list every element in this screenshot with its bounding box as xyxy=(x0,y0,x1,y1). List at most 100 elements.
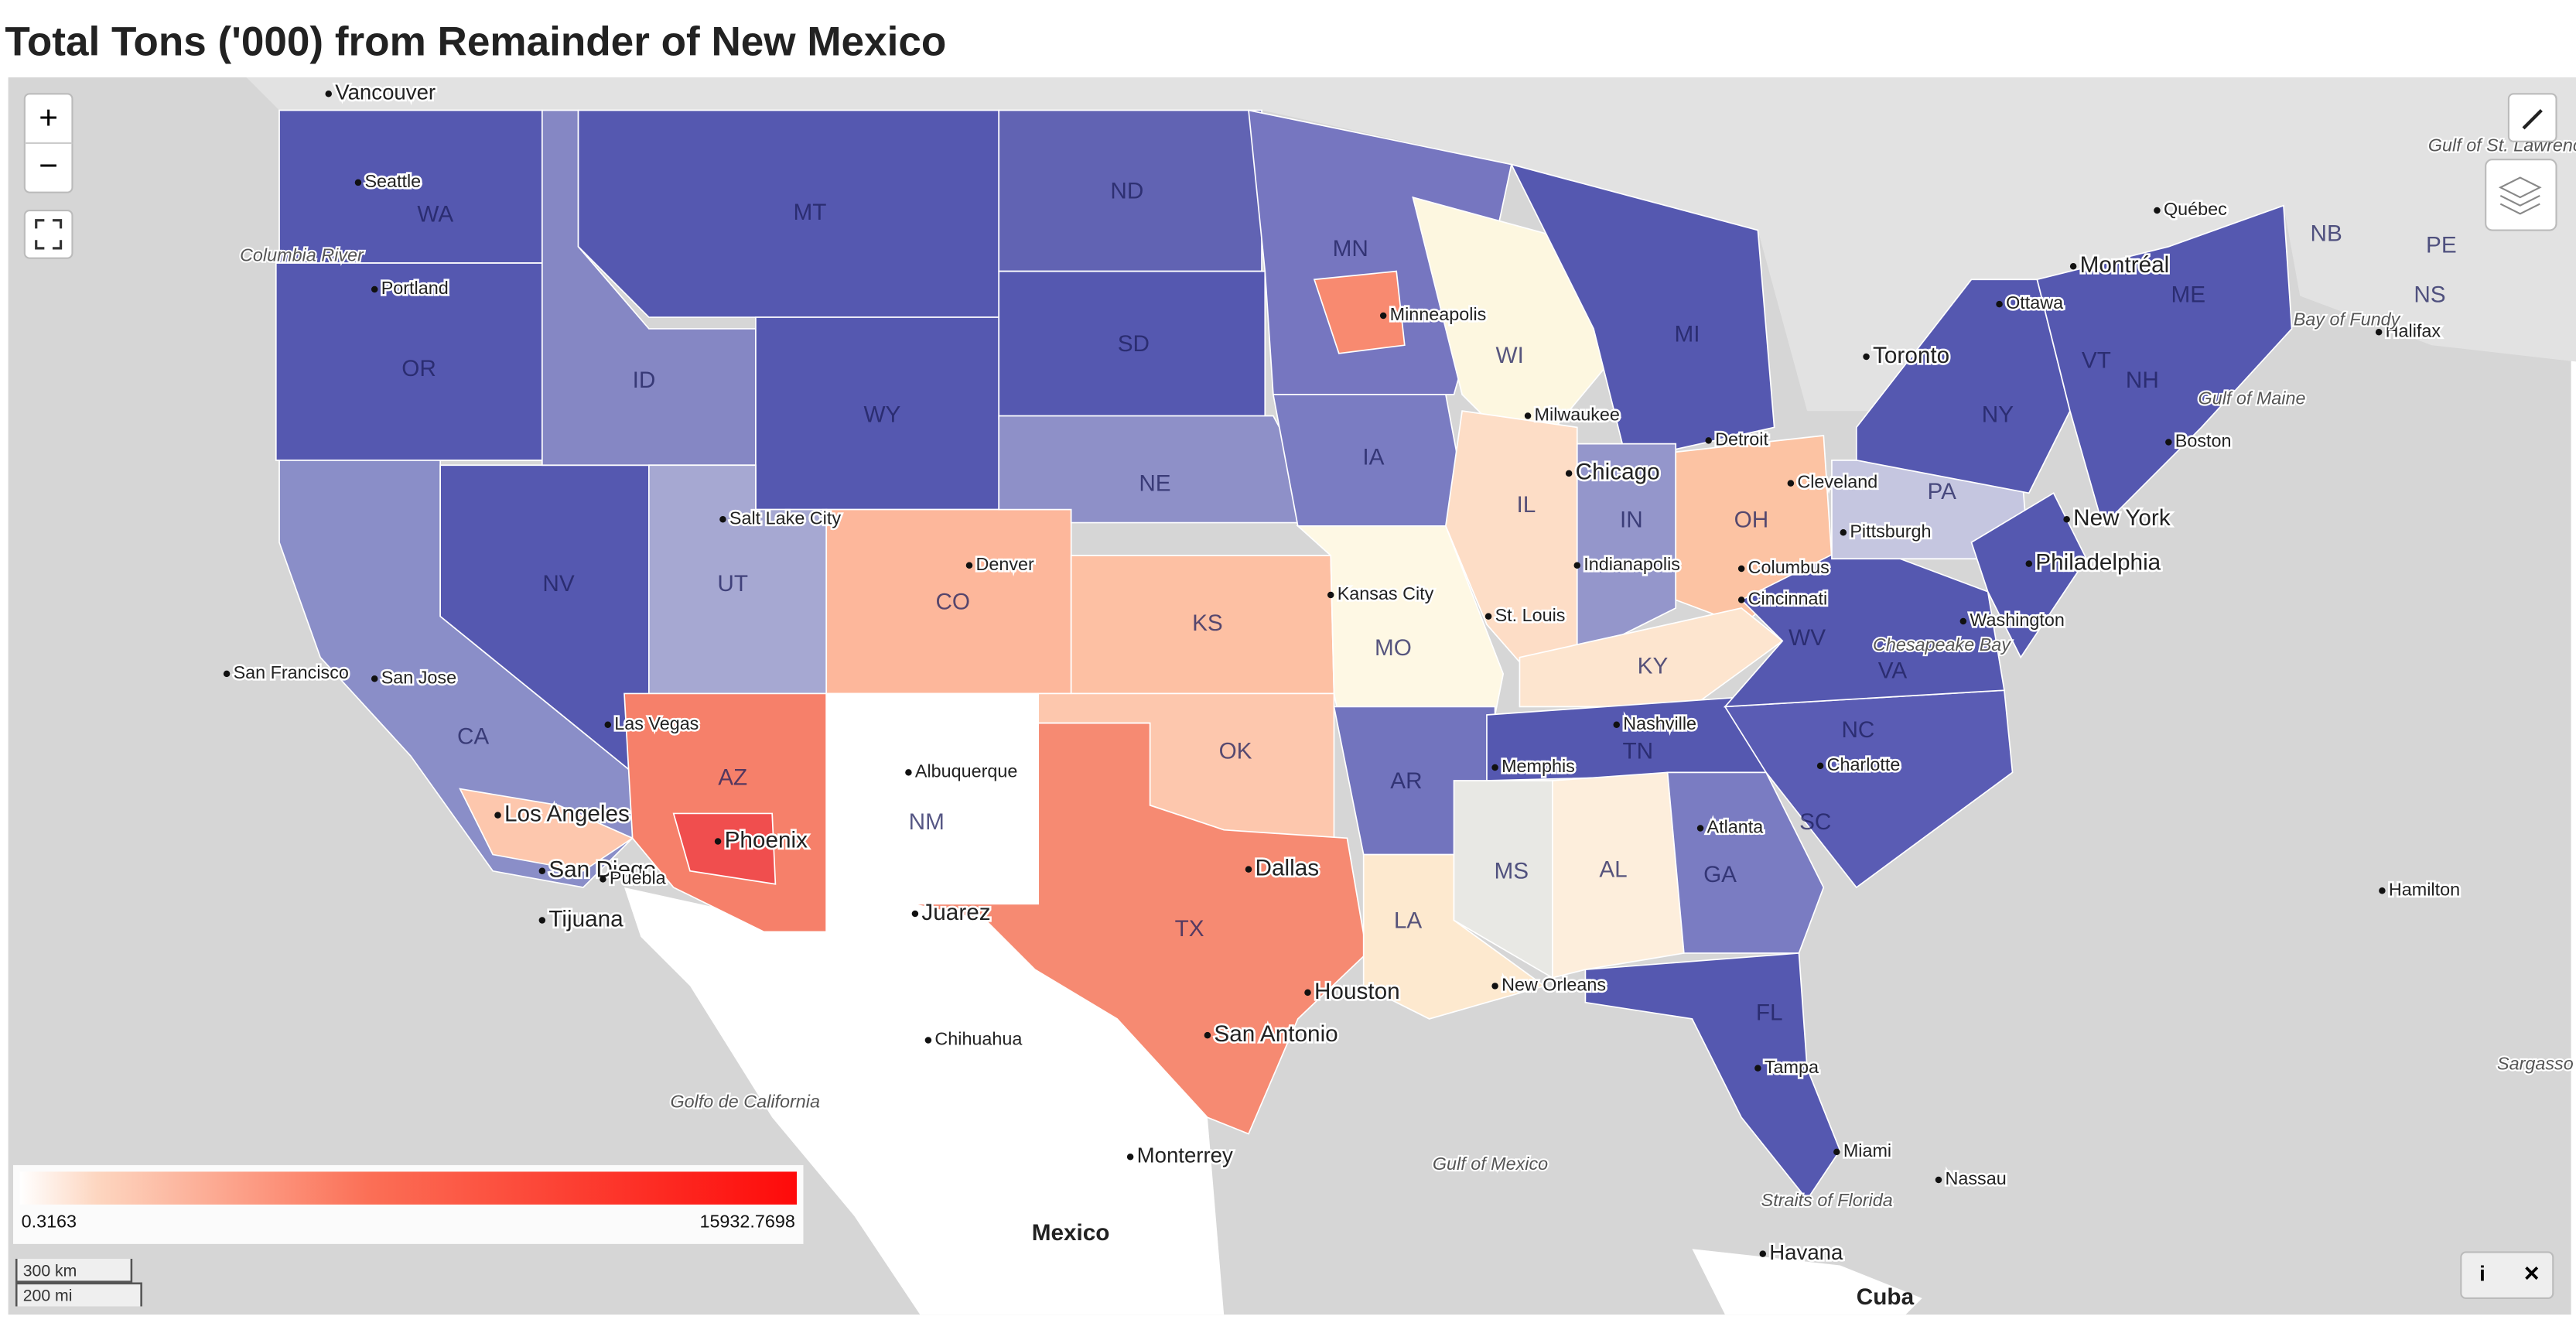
state-label: IA xyxy=(1362,445,1384,470)
state-label: CO xyxy=(935,589,970,614)
city-dot xyxy=(1787,480,1795,487)
city-label: Minneapolis xyxy=(1390,304,1487,324)
state-label: NC xyxy=(1841,717,1874,743)
state-label: IL xyxy=(1517,492,1536,518)
city-label: Cincinnati xyxy=(1748,589,1828,609)
city-label: Hamilton xyxy=(2389,879,2460,899)
city-dot xyxy=(924,1037,932,1044)
city-dot xyxy=(354,179,362,186)
city-label: Detroit xyxy=(1715,429,1768,450)
city-label: Miami xyxy=(1843,1140,1891,1161)
city-label: Portland xyxy=(381,278,449,298)
city-label: New York xyxy=(2073,505,2171,531)
city-label: Milwaukee xyxy=(1535,405,1620,425)
city-dot xyxy=(1816,762,1824,770)
city-label: Toronto xyxy=(1873,343,1949,368)
city-label: Houston xyxy=(1314,979,1400,1004)
info-button[interactable]: i xyxy=(2479,1262,2485,1286)
city-dot xyxy=(905,769,912,776)
state-label: NM xyxy=(909,809,945,835)
city-dot xyxy=(223,670,231,678)
state-label: PA xyxy=(1928,479,1957,504)
state-label: OK xyxy=(1219,739,1252,764)
city-label: Tampa xyxy=(1765,1057,1819,1077)
close-button[interactable]: × xyxy=(2524,1259,2540,1288)
city-dot xyxy=(1996,300,2003,308)
state-label: CA xyxy=(457,724,489,750)
water-label: Sargasso xyxy=(2497,1054,2574,1074)
city-dot xyxy=(371,675,378,682)
city-dot xyxy=(494,812,501,819)
city-label: Chicago xyxy=(1576,460,1660,485)
city-label: Indianapolis xyxy=(1584,554,1680,574)
city-dot xyxy=(719,516,726,523)
city-dot xyxy=(1573,562,1581,569)
state-label: GA xyxy=(1703,862,1737,887)
state-label: MO xyxy=(1375,635,1412,661)
city-label: Charlotte xyxy=(1827,754,1901,774)
city-label: Phoenix xyxy=(725,827,808,853)
water-label: Gulf of Mexico xyxy=(1433,1154,1548,1174)
state-label: NB xyxy=(2311,221,2342,247)
zoom-out[interactable]: − xyxy=(39,147,58,183)
right-controls: i × xyxy=(2460,93,2557,1300)
city-dot xyxy=(1204,1031,1211,1039)
city-dot xyxy=(2025,560,2033,567)
city-label: Chihuahua xyxy=(934,1029,1022,1049)
city-label: Memphis xyxy=(1502,756,1575,776)
city-dot xyxy=(1705,437,1712,444)
color-ramp xyxy=(19,1171,798,1205)
city-dot xyxy=(604,721,612,729)
city-label: Seattle xyxy=(364,171,421,191)
state-label: NE xyxy=(1139,471,1170,497)
city-dot xyxy=(1754,1065,1761,1072)
state-label: WI xyxy=(1496,343,1524,368)
city-dot xyxy=(1304,989,1311,997)
state-label: KS xyxy=(1192,610,1223,636)
water-label: Golfo de California xyxy=(670,1091,819,1111)
layers-button[interactable] xyxy=(2485,159,2557,231)
city-dot xyxy=(1245,866,1252,873)
city-dot xyxy=(325,91,332,97)
state-label: OR xyxy=(401,356,436,381)
state-label: MI xyxy=(1675,321,1700,347)
city-label: Denver xyxy=(975,554,1034,574)
city-label: Washington xyxy=(1970,610,2064,630)
city-label: Las Vegas xyxy=(614,713,699,733)
city-dot xyxy=(1491,983,1498,990)
scale-mi: 200 mi xyxy=(23,1287,73,1304)
state-label: TX xyxy=(1175,916,1204,942)
water-label: Straits of Florida xyxy=(1761,1190,1893,1210)
city-label: Halifax xyxy=(2386,320,2441,340)
state-label: NV xyxy=(542,571,574,597)
state-label: FL xyxy=(1756,1000,1783,1025)
city-label: Tijuana xyxy=(548,906,624,932)
city-dot xyxy=(714,838,722,845)
city-label: Monterrey xyxy=(1137,1144,1233,1167)
city-dot xyxy=(1840,529,1847,536)
city-label: San Francisco xyxy=(234,662,349,682)
city-label: Nassau xyxy=(1945,1168,2006,1188)
state-label: NY xyxy=(1982,402,2014,427)
city-label: New Orleans xyxy=(1502,975,1606,995)
state-label: IN xyxy=(1620,507,1643,532)
city-label: St. Louis xyxy=(1495,605,1566,625)
city-label: Vancouver xyxy=(335,80,436,104)
state-label: MS xyxy=(1495,859,1529,884)
city-label: Cleveland xyxy=(1797,472,1877,492)
city-dot xyxy=(2063,516,2070,523)
zoom-in[interactable]: + xyxy=(39,99,58,135)
scale-km: 300 km xyxy=(23,1263,77,1280)
water-label: Chesapeake Bay xyxy=(1873,634,2011,655)
city-label: Ottawa xyxy=(2006,292,2063,313)
city-label: Havana xyxy=(1769,1240,1843,1264)
fullscreen-button[interactable] xyxy=(23,209,73,259)
state-label: NS xyxy=(2414,282,2445,307)
city-label: Los Angeles xyxy=(504,801,630,826)
city-dot xyxy=(1759,1250,1767,1257)
city-label: Nashville xyxy=(1623,713,1696,733)
state-label: VA xyxy=(1878,658,1908,684)
state-label: ND xyxy=(1110,179,1143,204)
state-label: UT xyxy=(717,571,748,597)
